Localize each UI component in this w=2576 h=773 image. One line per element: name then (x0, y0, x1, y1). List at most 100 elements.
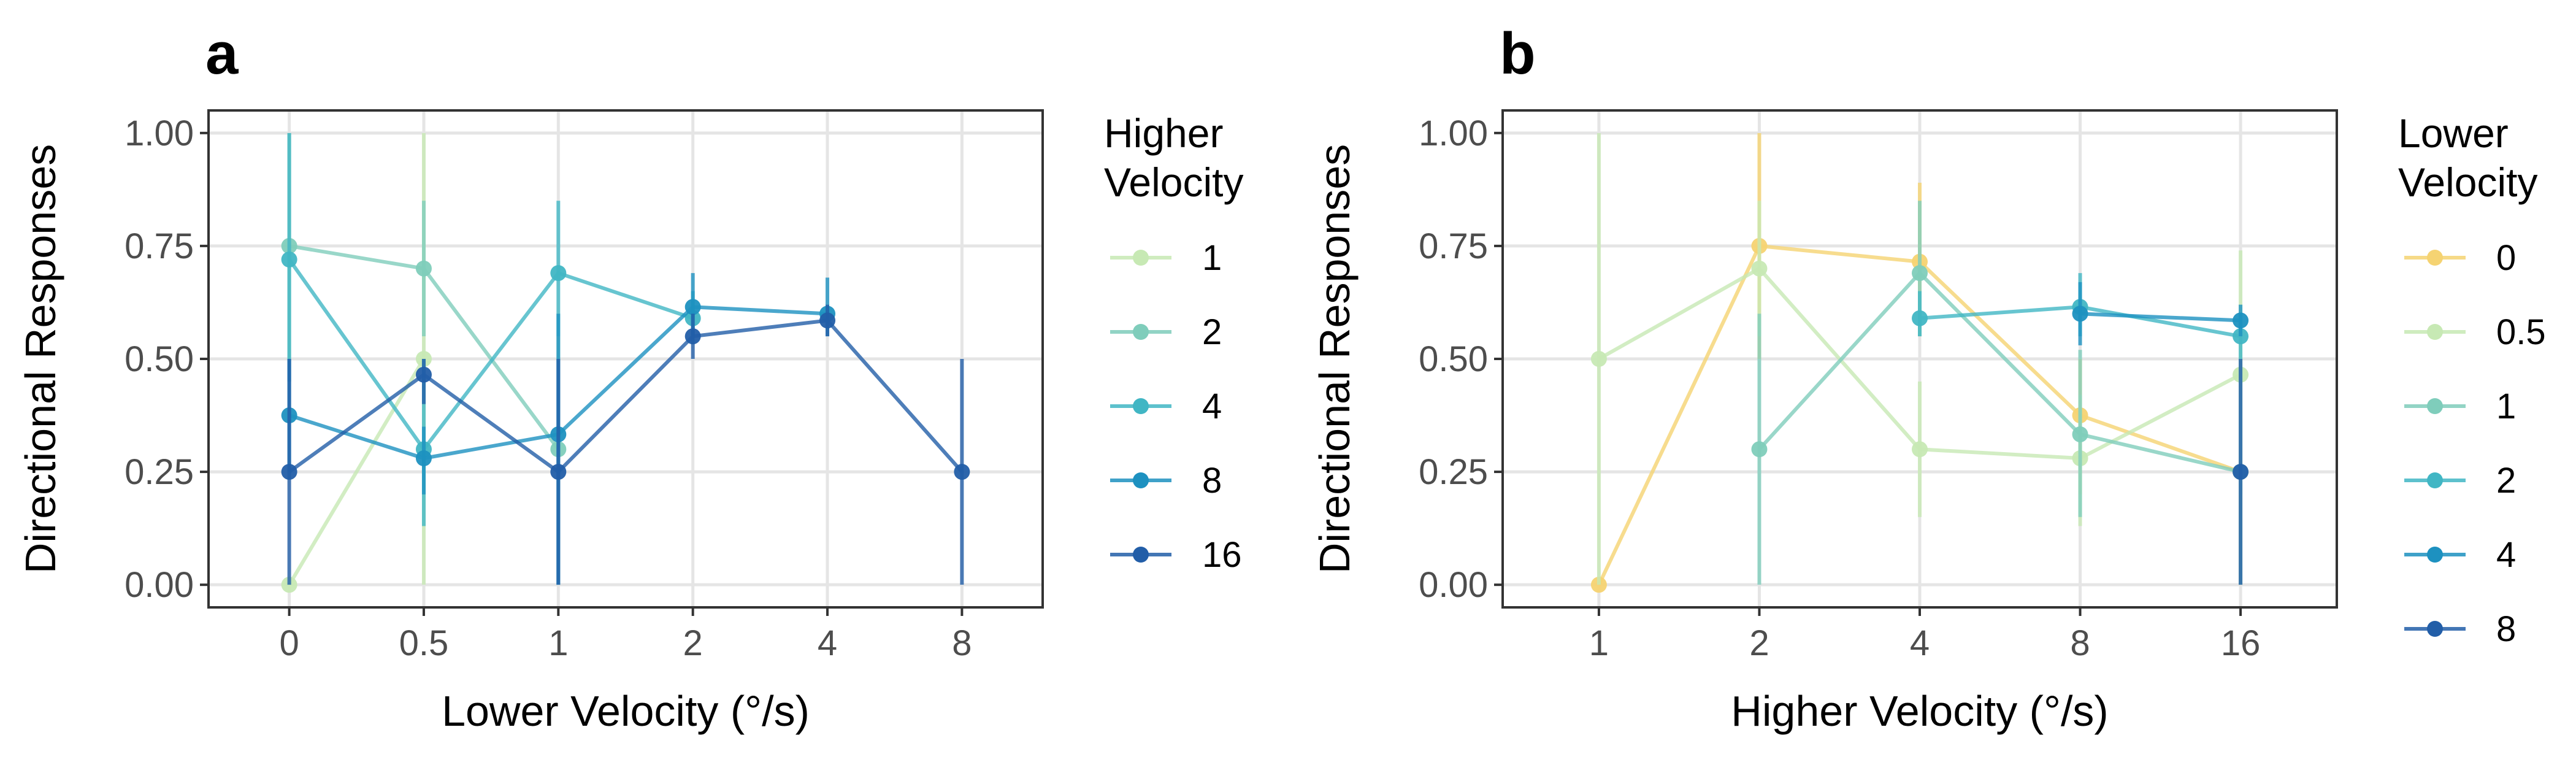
y-tick-label: 0.75 (125, 226, 194, 266)
legend-key-point (1133, 547, 1149, 563)
panel-label: a (205, 21, 239, 87)
data-point (954, 464, 970, 480)
data-point (281, 464, 297, 480)
data-point (415, 366, 432, 383)
legend-label: 2 (2496, 461, 2516, 501)
x-axis-title: Lower Velocity (°/s) (442, 687, 810, 735)
legend-item-8: 8 (2404, 609, 2516, 649)
data-point (2233, 464, 2249, 480)
legend-key-point (2427, 472, 2443, 488)
data-point (550, 464, 567, 480)
series-line (2080, 312, 2241, 323)
legend-item-16: 16 (1110, 535, 1242, 575)
data-point (1912, 265, 1928, 282)
data-point (1590, 351, 1607, 367)
series-line (1758, 270, 2241, 474)
data-point (684, 299, 701, 315)
legend-item-4: 4 (2404, 535, 2516, 575)
x-tick-label: 2 (1749, 623, 1769, 663)
x-tick-label: 4 (818, 623, 837, 663)
legend-item-2: 2 (2404, 461, 2516, 501)
legend-key-point (2427, 324, 2443, 340)
x-tick-label: 0.5 (399, 623, 449, 663)
legend-key-point (2427, 250, 2443, 266)
data-point (550, 265, 567, 282)
x-tick-label: 1 (1589, 623, 1609, 663)
series-16 (281, 304, 970, 585)
legend-item-4: 4 (1110, 386, 1222, 426)
data-point (2072, 306, 2088, 322)
legend-title-line: Lower (2398, 110, 2509, 156)
legend-key-point (2427, 547, 2443, 563)
series-line (288, 358, 426, 586)
legend-label: 1 (1202, 238, 1222, 278)
data-point (1751, 260, 1768, 277)
legend-item-8: 8 (1110, 461, 1222, 501)
x-tick-label: 16 (2221, 623, 2261, 663)
series-8 (2233, 359, 2249, 585)
legend-label: 16 (1202, 535, 1242, 575)
data-point (2072, 426, 2088, 442)
x-tick-label: 0 (279, 623, 299, 663)
legend-label: 8 (1202, 461, 1222, 501)
legend-key-point (2427, 398, 2443, 414)
legend-title-line: Velocity (2398, 160, 2537, 205)
legend: Lower Velocity 0 0.5 1 2 4 8 (2398, 110, 2546, 649)
data-point (1912, 310, 1928, 326)
legend: Higher Velocity 1 2 4 8 16 (1104, 110, 1243, 575)
series-4 (281, 133, 701, 526)
data-point (684, 328, 701, 345)
data-point (415, 260, 432, 277)
panel-a: a 0.00 0.25 0.50 0.75 1.00 0 0.5 1 2 4 8 Lower Veloc… (17, 21, 1243, 735)
series-line (288, 258, 694, 453)
legend-key-point (1133, 398, 1149, 414)
legend-label: 1 (2496, 386, 2516, 426)
data-point (1751, 441, 1768, 458)
y-axis-title: Directional Responses (1311, 144, 1359, 574)
y-tick-label: 0.50 (1419, 339, 1488, 379)
x-tick-label: 8 (952, 623, 972, 663)
legend-title-line: Higher (1104, 110, 1223, 156)
legend-title: Lower Velocity (2398, 110, 2537, 205)
x-tick-label: 8 (2070, 623, 2090, 663)
legend-label: 4 (2496, 535, 2516, 575)
x-tick-label: 2 (683, 623, 703, 663)
data-point (281, 252, 297, 267)
data-point (1912, 441, 1928, 458)
panel-label: b (1500, 21, 1536, 87)
series-1 (281, 133, 432, 593)
data-point (819, 312, 836, 329)
data-point (415, 450, 432, 466)
legend-item-1: 1 (1110, 238, 1222, 278)
legend-item-0.5: 0.5 (2404, 312, 2546, 352)
legend-label: 0.5 (2496, 312, 2546, 352)
y-tick-label: 0.00 (1419, 565, 1488, 605)
y-tick-label: 0.00 (125, 565, 194, 605)
legend-key-point (2427, 621, 2443, 637)
y-tick-label: 0.75 (1419, 226, 1488, 266)
legend-item-1: 1 (2404, 386, 2516, 426)
y-tick-label: 0.50 (125, 339, 194, 379)
legend-label: 4 (1202, 386, 1222, 426)
legend-title: Higher Velocity (1104, 110, 1243, 205)
series-line (288, 318, 964, 475)
x-axis-title: Higher Velocity (°/s) (1731, 687, 2108, 735)
series-1 (1751, 201, 2249, 585)
x-tick-label: 1 (548, 623, 568, 663)
y-tick-label: 1.00 (125, 113, 194, 153)
legend-key-point (1133, 250, 1149, 266)
legend-item-0: 0 (2404, 238, 2516, 278)
legend-label: 2 (1202, 312, 1222, 352)
data-point (2233, 312, 2249, 329)
legend-title-line: Velocity (1104, 160, 1243, 205)
y-tick-label: 1.00 (1419, 113, 1488, 153)
legend-key-point (1133, 324, 1149, 340)
x-tick-label: 4 (1910, 623, 1930, 663)
y-tick-label: 0.25 (1419, 452, 1488, 492)
series-4 (2072, 282, 2249, 345)
y-tick-label: 0.25 (125, 452, 194, 492)
legend-key-point (1133, 472, 1149, 488)
legend-label: 8 (2496, 609, 2516, 649)
